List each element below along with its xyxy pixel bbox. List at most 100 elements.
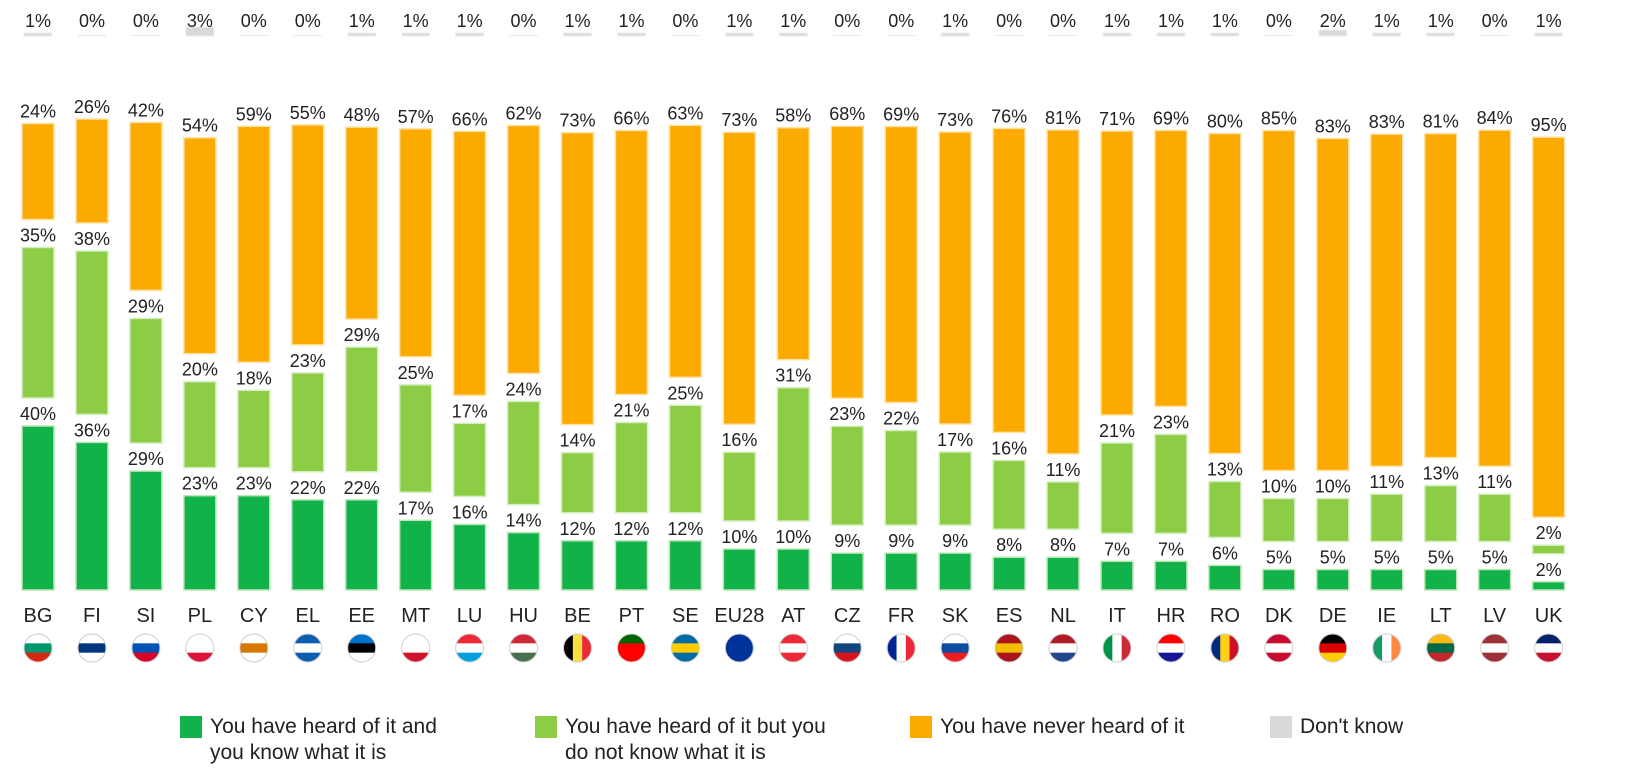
label-heard-not-know-HU: 24% bbox=[506, 379, 542, 399]
label-heard-know-BE: 12% bbox=[559, 519, 595, 539]
label-never-heard-HR: 69% bbox=[1153, 108, 1189, 128]
bar-dont-know-PL bbox=[185, 26, 215, 37]
bar-dont-know-RO bbox=[1210, 32, 1240, 37]
bar-heard-not-know-RO bbox=[1208, 480, 1242, 539]
label-heard-know-FI: 36% bbox=[74, 420, 110, 440]
label-heard-know-PT: 12% bbox=[613, 519, 649, 539]
x-tick-SI: SI bbox=[136, 605, 155, 627]
flag-lt-icon bbox=[1426, 633, 1456, 663]
bar-heard-know-EU28 bbox=[722, 548, 757, 591]
x-tick-FI: FI bbox=[83, 605, 101, 627]
flag-lu-icon bbox=[455, 633, 485, 663]
bar-heard-not-know-SK bbox=[938, 451, 972, 526]
bar-heard-know-AT bbox=[776, 548, 811, 591]
label-heard-not-know-SE: 25% bbox=[667, 383, 703, 403]
bar-never-heard-CY bbox=[237, 125, 271, 364]
label-heard-know-CZ: 9% bbox=[834, 531, 860, 551]
label-dont-know-EE: 1% bbox=[349, 11, 375, 31]
flag-el-icon bbox=[293, 633, 323, 663]
label-never-heard-LT: 81% bbox=[1423, 112, 1459, 132]
label-dont-know-FI: 0% bbox=[79, 11, 105, 31]
flag-fr-icon bbox=[886, 633, 916, 663]
bar-dont-know-LT bbox=[1426, 32, 1456, 37]
bar-heard-not-know-HR bbox=[1154, 433, 1188, 535]
x-tick-LU: LU bbox=[457, 605, 483, 627]
label-heard-know-SI: 29% bbox=[128, 449, 164, 469]
bar-never-heard-UK bbox=[1531, 136, 1566, 518]
bar-dont-know-EL bbox=[293, 35, 322, 36]
label-dont-know-PT: 1% bbox=[618, 11, 644, 31]
bar-never-heard-ES bbox=[992, 127, 1026, 434]
bar-dont-know-SI bbox=[131, 35, 160, 36]
bar-heard-not-know-IE bbox=[1370, 493, 1404, 543]
bar-never-heard-DK bbox=[1262, 129, 1296, 472]
bar-heard-know-BG bbox=[21, 425, 55, 591]
x-tick-LT: LT bbox=[1430, 605, 1452, 627]
bar-heard-know-SK bbox=[938, 552, 972, 591]
bar-heard-not-know-ES bbox=[992, 459, 1026, 530]
label-never-heard-LU: 66% bbox=[452, 109, 488, 129]
flag-sk-icon bbox=[940, 633, 970, 663]
label-never-heard-FR: 69% bbox=[883, 105, 919, 125]
x-tick-EU28: EU28 bbox=[714, 605, 764, 627]
label-dont-know-IE: 1% bbox=[1374, 11, 1400, 31]
bar-heard-know-FI bbox=[75, 441, 109, 591]
label-heard-know-SK: 9% bbox=[942, 531, 968, 551]
label-never-heard-ES: 76% bbox=[991, 106, 1027, 126]
bar-never-heard-SE bbox=[668, 124, 703, 379]
label-heard-not-know-DE: 10% bbox=[1315, 477, 1351, 497]
bar-heard-not-know-PL bbox=[183, 380, 217, 469]
legend-item-heard-not-know: You have heard of it but you do not know… bbox=[535, 714, 826, 766]
bar-heard-know-RO bbox=[1208, 564, 1242, 591]
label-heard-know-IE: 5% bbox=[1374, 548, 1400, 568]
label-heard-not-know-AT: 31% bbox=[775, 366, 811, 386]
x-tick-BE: BE bbox=[564, 605, 591, 627]
label-heard-not-know-RO: 13% bbox=[1207, 460, 1243, 480]
label-dont-know-ES: 0% bbox=[996, 11, 1022, 31]
flag-be-icon bbox=[563, 633, 592, 663]
label-dont-know-NL: 0% bbox=[1050, 11, 1076, 31]
label-heard-know-BG: 40% bbox=[20, 404, 56, 424]
label-heard-not-know-UK: 2% bbox=[1536, 523, 1562, 543]
bar-never-heard-PT bbox=[614, 129, 649, 396]
label-never-heard-EE: 48% bbox=[344, 105, 380, 125]
label-dont-know-HR: 1% bbox=[1158, 11, 1184, 31]
flag-uk-icon bbox=[1534, 633, 1564, 663]
bar-heard-know-DK bbox=[1262, 568, 1296, 591]
flag-es-icon bbox=[994, 633, 1024, 663]
label-heard-know-NL: 8% bbox=[1050, 535, 1076, 555]
label-heard-know-SE: 12% bbox=[667, 519, 703, 539]
label-dont-know-DK: 0% bbox=[1266, 11, 1292, 31]
bar-heard-know-MT bbox=[398, 519, 433, 591]
label-dont-know-HU: 0% bbox=[511, 11, 537, 31]
label-never-heard-PL: 54% bbox=[182, 116, 218, 136]
label-dont-know-RO: 1% bbox=[1212, 11, 1238, 31]
bar-never-heard-SK bbox=[938, 131, 972, 425]
label-heard-know-EL: 22% bbox=[290, 478, 326, 498]
label-heard-not-know-MT: 25% bbox=[398, 363, 434, 383]
bar-heard-not-know-MT bbox=[398, 384, 433, 494]
bar-never-heard-FR bbox=[884, 125, 918, 404]
flag-nl-icon bbox=[1048, 633, 1078, 663]
bar-dont-know-HU bbox=[509, 35, 538, 36]
bar-dont-know-FI bbox=[77, 35, 106, 36]
bar-never-heard-EE bbox=[344, 126, 379, 320]
bar-heard-know-SE bbox=[668, 540, 703, 591]
label-heard-not-know-CZ: 23% bbox=[829, 404, 865, 424]
label-heard-not-know-ES: 16% bbox=[991, 438, 1027, 458]
label-heard-not-know-LU: 17% bbox=[452, 401, 488, 421]
flag-de-icon bbox=[1318, 633, 1348, 663]
flag-pt-icon bbox=[616, 633, 646, 663]
bar-heard-know-CZ bbox=[830, 552, 864, 591]
label-heard-not-know-EL: 23% bbox=[290, 351, 326, 371]
bar-never-heard-BG bbox=[21, 122, 55, 221]
label-heard-not-know-BE: 14% bbox=[559, 431, 595, 451]
label-dont-know-SI: 0% bbox=[133, 11, 159, 31]
label-never-heard-EU28: 73% bbox=[721, 110, 757, 130]
label-heard-know-HR: 7% bbox=[1158, 539, 1184, 559]
bar-dont-know-CZ bbox=[833, 35, 862, 36]
flag-bg-icon bbox=[23, 633, 53, 663]
bar-dont-know-LV bbox=[1480, 35, 1509, 36]
flag-mt-icon bbox=[401, 633, 431, 663]
label-heard-not-know-PL: 20% bbox=[182, 360, 218, 380]
